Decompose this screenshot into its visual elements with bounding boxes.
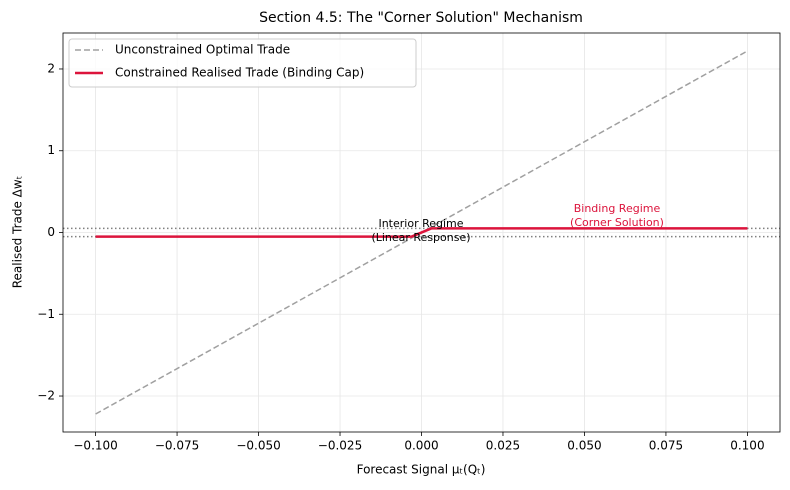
series-line [95,227,748,238]
x-tick-label: 0.050 [567,439,601,453]
legend: Unconstrained Optimal Trade Constrained R… [68,38,417,88]
x-tick-label: −0.100 [73,439,117,453]
legend-label: Constrained Realised Trade (Binding Cap) [115,66,364,80]
plot-frame [62,32,781,433]
y-tick-label: −1 [37,307,55,321]
annotation: (Linear Response) [371,231,470,244]
x-tick-label: −0.075 [155,439,199,453]
y-tick-label: 0 [47,225,55,239]
annotation: (Corner Solution) [570,216,664,229]
y-tick-label: 1 [47,143,55,157]
y-tick-label: 2 [47,61,55,75]
annotation: Interior Regime [378,217,463,230]
annotation: Binding Regime [574,202,661,215]
chart-title: Section 4.5: The "Corner Solution" Mecha… [259,10,583,26]
x-axis-label: Forecast Signal μₜ(Qₜ) [357,463,486,477]
x-tick-label: 0.025 [486,439,520,453]
x-tick-label: 0.100 [730,439,764,453]
x-tick-label: 0.075 [649,439,683,453]
legend-label: Unconstrained Optimal Trade [115,43,290,57]
x-tick-label: 0.000 [404,439,438,453]
x-tick-label: −0.025 [318,439,362,453]
legend-box [68,38,417,88]
grid [63,33,780,432]
y-axis-label: Realised Trade Δwₜ [11,176,25,289]
x-tick-label: −0.050 [236,439,280,453]
y-tick-label: −2 [37,389,55,403]
